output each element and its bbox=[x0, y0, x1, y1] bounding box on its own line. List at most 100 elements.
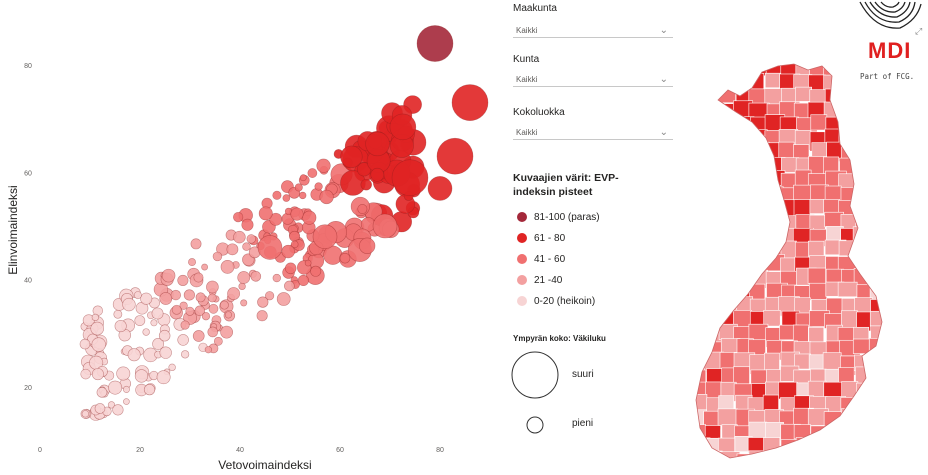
map-region[interactable] bbox=[748, 129, 768, 149]
map-region[interactable] bbox=[823, 411, 846, 430]
map-region[interactable] bbox=[810, 451, 829, 465]
data-point[interactable] bbox=[79, 338, 91, 350]
data-point[interactable] bbox=[240, 299, 248, 307]
map-region[interactable] bbox=[718, 240, 735, 257]
map-region[interactable] bbox=[868, 131, 885, 149]
data-point[interactable] bbox=[238, 282, 246, 291]
data-point[interactable] bbox=[204, 346, 212, 354]
data-point[interactable] bbox=[265, 291, 275, 301]
data-point[interactable] bbox=[258, 206, 273, 221]
map-region[interactable] bbox=[868, 100, 884, 120]
map-region[interactable] bbox=[885, 422, 895, 442]
map-region[interactable] bbox=[825, 450, 842, 465]
data-point[interactable] bbox=[80, 368, 91, 380]
map-region[interactable] bbox=[691, 213, 709, 229]
map-region[interactable] bbox=[719, 156, 736, 172]
data-point[interactable] bbox=[250, 271, 262, 282]
map-region[interactable] bbox=[764, 72, 781, 89]
map-region[interactable] bbox=[691, 310, 712, 332]
map-region[interactable] bbox=[855, 128, 874, 145]
map-region[interactable] bbox=[751, 170, 771, 187]
data-point[interactable] bbox=[107, 401, 116, 409]
data-point[interactable] bbox=[91, 368, 104, 381]
map-region[interactable] bbox=[690, 145, 707, 164]
data-point[interactable] bbox=[171, 304, 182, 315]
data-point[interactable] bbox=[181, 350, 190, 359]
data-point[interactable] bbox=[150, 319, 158, 327]
map-region[interactable] bbox=[855, 382, 873, 403]
data-point[interactable] bbox=[451, 84, 489, 121]
map-region[interactable] bbox=[718, 60, 738, 79]
map-region[interactable] bbox=[856, 158, 878, 177]
data-point[interactable] bbox=[142, 328, 150, 336]
data-point[interactable] bbox=[159, 346, 172, 359]
map-region[interactable] bbox=[736, 159, 754, 179]
map-region[interactable] bbox=[690, 60, 709, 77]
data-point[interactable] bbox=[207, 293, 217, 303]
map-region[interactable] bbox=[793, 424, 811, 440]
map-region[interactable] bbox=[733, 72, 752, 89]
map-region[interactable] bbox=[690, 424, 706, 441]
legend-item[interactable]: 0-20 (heikoin) bbox=[517, 295, 595, 309]
data-point[interactable] bbox=[152, 338, 165, 350]
data-point[interactable] bbox=[94, 403, 106, 414]
map-region[interactable] bbox=[869, 214, 888, 235]
map-region[interactable] bbox=[719, 200, 738, 220]
map-region[interactable] bbox=[733, 170, 753, 188]
data-point[interactable] bbox=[158, 329, 171, 342]
data-point[interactable] bbox=[134, 315, 146, 326]
map-region[interactable] bbox=[823, 437, 844, 453]
data-point[interactable] bbox=[185, 306, 195, 316]
map-region[interactable] bbox=[884, 257, 895, 275]
map-region[interactable] bbox=[853, 85, 870, 103]
map-region[interactable] bbox=[886, 156, 895, 174]
map-region[interactable] bbox=[841, 408, 863, 429]
map-region[interactable] bbox=[884, 243, 895, 258]
data-point[interactable] bbox=[192, 330, 205, 342]
data-point[interactable] bbox=[304, 259, 312, 267]
map-region[interactable] bbox=[692, 394, 708, 411]
map-region[interactable] bbox=[718, 283, 736, 304]
data-point[interactable] bbox=[302, 210, 317, 225]
map-region[interactable] bbox=[690, 100, 705, 121]
data-point[interactable] bbox=[297, 274, 309, 286]
map-region[interactable] bbox=[720, 255, 738, 276]
map-region[interactable] bbox=[691, 325, 710, 346]
map-region[interactable] bbox=[733, 215, 754, 233]
map-region[interactable] bbox=[869, 367, 891, 383]
map-region[interactable] bbox=[867, 425, 887, 442]
data-point[interactable] bbox=[156, 370, 171, 385]
map-region[interactable] bbox=[702, 159, 719, 177]
data-point[interactable] bbox=[227, 287, 240, 300]
data-point[interactable] bbox=[226, 243, 239, 256]
data-point[interactable] bbox=[257, 296, 269, 308]
data-point[interactable] bbox=[143, 383, 156, 396]
data-point[interactable] bbox=[90, 321, 104, 336]
data-point[interactable] bbox=[116, 366, 131, 381]
map-region[interactable] bbox=[869, 450, 888, 465]
map-region[interactable] bbox=[885, 353, 895, 367]
map-region[interactable] bbox=[884, 453, 895, 465]
legend-item[interactable]: 81-100 (paras) bbox=[517, 211, 600, 225]
map-region[interactable] bbox=[763, 211, 781, 231]
map-region[interactable] bbox=[705, 283, 725, 304]
map-region[interactable] bbox=[886, 341, 895, 356]
map-region[interactable] bbox=[690, 117, 711, 134]
map-region[interactable] bbox=[749, 200, 769, 217]
data-point[interactable] bbox=[436, 137, 474, 175]
map-region[interactable] bbox=[764, 352, 780, 371]
data-point[interactable] bbox=[180, 320, 190, 330]
data-point[interactable] bbox=[177, 274, 189, 286]
map-region[interactable] bbox=[733, 130, 751, 150]
data-point[interactable] bbox=[314, 182, 323, 191]
data-point[interactable] bbox=[284, 280, 295, 292]
map-region[interactable] bbox=[763, 310, 781, 327]
data-point[interactable] bbox=[140, 292, 153, 305]
map-region[interactable] bbox=[808, 354, 826, 370]
data-point[interactable] bbox=[114, 320, 127, 333]
data-point[interactable] bbox=[339, 252, 351, 264]
map-region[interactable] bbox=[871, 397, 892, 413]
map-region[interactable] bbox=[855, 172, 874, 189]
map-region[interactable] bbox=[706, 228, 725, 246]
map-region[interactable] bbox=[703, 239, 723, 260]
